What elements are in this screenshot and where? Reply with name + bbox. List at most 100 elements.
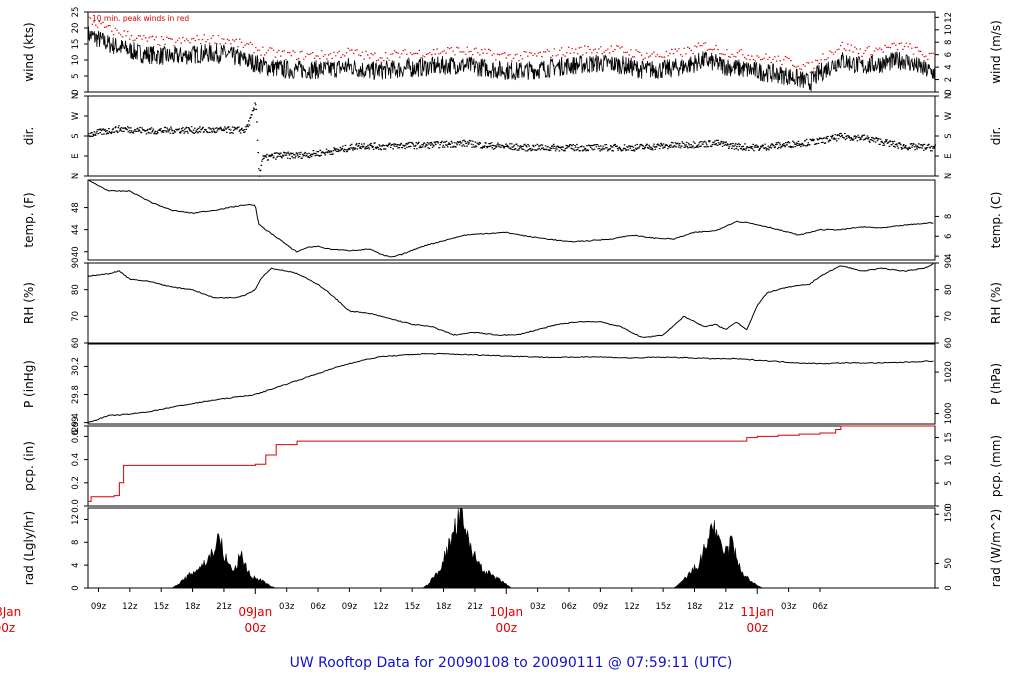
y-tick-label-left: S [71,133,81,138]
y-tick-label-right: 80 [944,284,954,295]
y-axis-label-right: dir. [989,127,1003,146]
panel-frame [87,179,936,261]
panel-temp: temp. (F) temp. (C) 40 44 48 4 6 8 [22,179,1003,261]
panel-pcp: pcp. (in) pcp. (mm) 0.0 0.2 0.4 0.60.69 0 5 10 15 [22,417,1003,513]
y-tick-label-right: 15 [944,432,954,443]
day-label-hour: 00z [245,621,267,635]
panel-dir: dir. dir. N E S W N N E S W N [22,93,1003,179]
panel-wind: wind (kts) wind (m/s)05101520250246810121… [22,7,1003,95]
x-tick-label: 06z [812,602,828,612]
y-tick-label-right: N [944,93,954,99]
y-tick-label-left: 15 [71,39,81,50]
x-tick-label: 15z [154,602,170,612]
y-tick-label-right: 6 [944,52,954,57]
y-tick-label-left: E [71,153,81,158]
y-tick-label-right: 0 [944,585,954,590]
y-tick-label-left: 0 [71,585,81,590]
x-tick-label: 21z [467,602,483,612]
panel-frame [87,95,936,177]
y-tick-label-right: 8 [944,214,954,219]
y-axis-label-right: rad (W/m^2) [989,509,1003,587]
x-tick-label: 03z [530,602,546,612]
x-tick-label: 09z [593,602,609,612]
day-label-hour: 00z [495,621,517,635]
y-tick-label-left: 30.2 [71,357,81,376]
wind-direction-points [88,102,936,177]
x-tick-label: 09z [91,602,107,612]
y-tick-label-left: 29.8 [71,385,81,404]
y-tick-label-left: 48 [71,202,81,213]
y-tick-label-right: 10 [944,24,954,35]
y-axis-label-right: RH (%) [989,282,1003,324]
panel-rad: rad (Lgly/hr) rad (W/m^2) 0 4 8 12 0 50 150 [22,506,1003,591]
y-tick-label-right: N [944,173,954,179]
y-tick-label-left: 0 [71,89,81,94]
y-tick-label-left: 25 [71,7,81,18]
y-tick-label-right: S [944,133,954,138]
y-tick-label-left: 60 [71,338,81,349]
solar-radiation-area [88,507,935,589]
y-tick-label-left: 80 [71,284,81,295]
y-tick-label-right: 2 [944,77,954,82]
y-axis-label-left: dir. [22,127,36,146]
y-tick-label-right: 10 [944,455,954,466]
x-tick-label: 12z [624,602,640,612]
y-tick-label-left: 5 [71,73,81,78]
y-tick-label-right: 90 [944,258,954,269]
y-tick-label-left: 44 [71,224,81,235]
y-tick-label-left: 0.69 [71,417,81,436]
y-tick-label-left: 70 [71,311,81,322]
y-tick-label-left: 0.6 [71,430,81,444]
y-axis-label-right: P (hPa) [989,363,1003,405]
panel-frame [87,11,936,93]
y-tick-label-right: 70 [944,311,954,322]
y-tick-label-left: N [71,173,81,179]
y-axis-label-left: RH (%) [22,282,36,324]
y-tick-label-right: W [944,111,954,120]
precipitation-line [88,425,935,502]
y-axis-label-left: P (inHg) [22,360,36,408]
y-tick-label-right: 6 [944,234,954,239]
day-label-date: 10Jan [489,605,523,619]
y-axis-label-left: temp. (F) [22,192,36,247]
y-axis-label-left: wind (kts) [22,22,36,81]
y-tick-label-right: 1000 [944,403,954,425]
day-label-date: 08Jan [0,605,21,619]
pressure-line [87,352,934,424]
x-tick-label: 21z [216,602,232,612]
panel-frame [87,425,936,507]
chart-title: UW Rooftop Data for 20090108 to 20090111… [290,655,733,671]
peak-wind-legend: 10 min. peak winds in red [92,14,189,23]
x-tick-label: 06z [561,602,577,612]
y-tick-label-left: 40 [71,246,81,257]
y-tick-label-left: 29.4 [71,413,81,432]
y-tick-label-left: 0.4 [71,453,81,467]
wind-speed-line [87,26,936,92]
y-axis-label-left: rad (Lgly/hr) [22,511,36,585]
day-label-date: 11Jan [740,605,774,619]
y-tick-label-right: 150 [944,506,954,522]
panel-pres: P (inHg) P (hPa) 29.4 29.8 30.2 1000 1020 [22,343,1003,432]
y-axis-label-right: pcp. (mm) [989,435,1003,497]
y-tick-label-right: 1020 [944,361,954,383]
y-tick-label-left: 0.0 [71,499,81,513]
panel-frame [87,343,936,425]
y-tick-label-right: 4 [944,64,954,69]
y-tick-label-left: 90 [71,258,81,269]
y-tick-label-right: 0 [944,503,954,508]
x-tick-label: 18z [436,602,452,612]
y-tick-label-right: 12 [944,12,954,23]
x-tick-label: 18z [185,602,201,612]
x-tick-label: 18z [687,602,703,612]
x-tick-label: 03z [781,602,797,612]
y-tick-label-right: 8 [944,40,954,45]
x-tick-label: 12z [373,602,389,612]
y-tick-label-left: W [71,111,81,120]
y-tick-label-left: 20 [71,23,81,34]
panel-frame [87,262,936,344]
y-tick-label-right: E [944,153,954,158]
x-tick-label: 21z [718,602,734,612]
y-tick-label-left: 4 [71,562,81,567]
y-tick-label-right: 0 [944,89,954,94]
y-axis-label-left: pcp. (in) [22,441,36,491]
